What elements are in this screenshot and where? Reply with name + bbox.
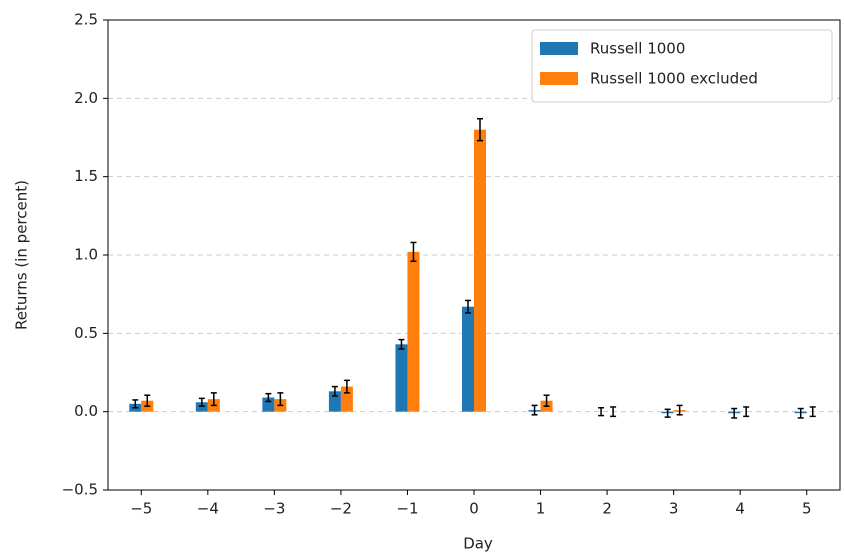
error-bar [676, 404, 683, 416]
error-bar [531, 404, 538, 416]
error-bar [331, 385, 338, 397]
error-bar [210, 392, 217, 407]
error-bar [198, 397, 205, 407]
error-bar [543, 394, 550, 407]
error-bar [343, 379, 350, 394]
bar [474, 129, 486, 412]
x-tick-label: −1 [396, 500, 418, 518]
error-bar [743, 406, 750, 418]
x-tick-label: −2 [330, 500, 352, 518]
x-tick-label: 1 [536, 500, 546, 518]
y-tick-label: 2.5 [74, 11, 98, 29]
error-bar [465, 299, 471, 314]
legend-label: Russell 1000 excluded [590, 70, 758, 88]
x-tick-label: −5 [130, 500, 152, 518]
error-bar [731, 407, 738, 419]
bar [462, 306, 474, 412]
error-bar [477, 117, 483, 142]
error-bar [797, 407, 804, 419]
y-tick-label: 1.5 [74, 167, 98, 185]
x-tick-label: 3 [669, 500, 679, 518]
y-tick-label: −0.5 [62, 481, 98, 499]
x-tick-label: 0 [469, 500, 479, 518]
bar [195, 402, 208, 412]
x-tick-label: 2 [602, 500, 612, 518]
error-bar [610, 406, 617, 418]
x-axis-label: Day [463, 535, 493, 553]
plot-frame [107, 19, 841, 491]
bar [407, 251, 420, 412]
legend-label: Russell 1000 [590, 40, 685, 58]
y-tick-label: 0.5 [74, 324, 98, 342]
y-tick-label: 1.0 [74, 246, 98, 264]
error-bar [277, 392, 284, 407]
error-bar [398, 338, 405, 350]
y-axis-label: Returns (in percent) [13, 180, 31, 330]
bar [395, 344, 408, 412]
legend-box [531, 29, 833, 103]
error-bar [598, 407, 605, 417]
error-bar [809, 406, 816, 418]
error-bar [664, 408, 671, 418]
x-tick-label: −4 [197, 500, 219, 518]
legend-swatch [540, 42, 578, 55]
error-bar [132, 399, 139, 409]
error-bar [410, 241, 417, 263]
y-tick-label: 2.0 [74, 89, 98, 107]
x-tick-label: 4 [735, 500, 745, 518]
legend-swatch [540, 72, 578, 85]
error-bar [144, 394, 151, 407]
x-tick-label: 5 [802, 500, 812, 518]
error-bar [265, 392, 272, 403]
x-tick-label: −3 [263, 500, 285, 518]
y-tick-label: 0.0 [74, 402, 98, 420]
